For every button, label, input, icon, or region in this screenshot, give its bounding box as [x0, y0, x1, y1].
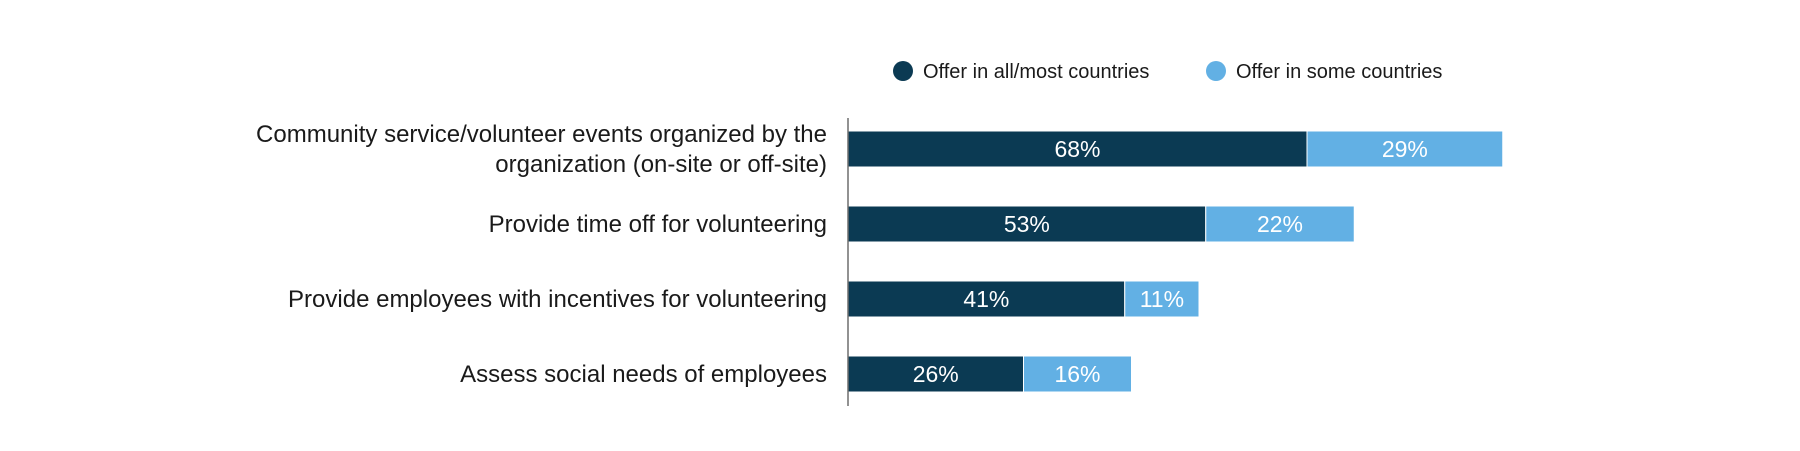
data-label: 68%: [1054, 136, 1100, 162]
category-label: Community service/volunteer events organ…: [256, 121, 827, 148]
legend-swatch: [893, 61, 913, 81]
bar-all-most: [847, 355, 1024, 393]
category-label: Provide employees with incentives for vo…: [288, 286, 827, 313]
category-label: organization (on-site or off-site): [495, 151, 827, 178]
category-label: Provide time off for volunteering: [489, 211, 827, 238]
bars: 68% 29% 53% 22% 41% 11% 26% 16%: [847, 130, 1504, 393]
data-label: 53%: [1004, 211, 1050, 237]
data-label: 11%: [1140, 286, 1184, 312]
bar-some: [1205, 205, 1355, 243]
legend: Offer in all/most countries Offer in some…: [893, 61, 1442, 83]
legend-swatch: [1206, 61, 1226, 81]
legend-label: Offer in all/most countries: [923, 61, 1149, 83]
bar-all-most: [847, 280, 1126, 318]
bar-some: [1306, 130, 1504, 168]
bar-some: [1124, 280, 1200, 318]
bar-all-most: [847, 130, 1308, 168]
legend-label: Offer in some countries: [1236, 61, 1442, 83]
data-label: 26%: [913, 361, 959, 387]
data-label: 29%: [1382, 136, 1428, 162]
bar-all-most: [847, 205, 1207, 243]
data-label: 16%: [1054, 361, 1100, 387]
category-label: Assess social needs of employees: [460, 361, 827, 388]
data-label: 22%: [1257, 211, 1303, 237]
category-labels: Community service/volunteer events organ…: [256, 121, 827, 388]
bar-some: [1023, 355, 1132, 393]
data-label: 41%: [963, 286, 1009, 312]
